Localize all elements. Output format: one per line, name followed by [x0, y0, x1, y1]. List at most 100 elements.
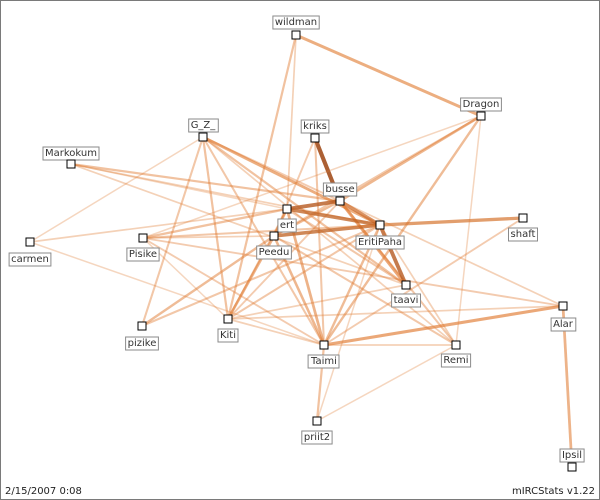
node-Alar: Alar [550, 301, 577, 332]
node-marker [476, 111, 486, 121]
node-marker [312, 416, 322, 426]
node-label-box [277, 218, 297, 233]
node-marker [291, 30, 301, 40]
node-label: taavi [394, 295, 419, 306]
edge-G_Z_-EritiPaha [202, 135, 381, 227]
node-marker [269, 231, 279, 241]
node-Markokum: Markokum [42, 146, 100, 169]
edge-G_Z_-pizike [141, 136, 204, 327]
node-Kiti: Kiti [217, 314, 239, 343]
edge-wildman-Dragon [295, 33, 482, 118]
edge-priit2-EritiPaha [316, 224, 381, 422]
edge-G_Z_-Kiti [201, 136, 230, 320]
node-marker [401, 280, 411, 290]
node-marker [319, 340, 329, 350]
node-label-box [559, 448, 585, 463]
node-label: kriks [303, 121, 327, 132]
edge-Dragon-Peedu [273, 115, 482, 237]
node-label: pizike [128, 338, 157, 349]
node-priit2: priit2 [301, 416, 333, 445]
edge-ert-Markokum [70, 163, 288, 210]
node-ert: ert [277, 204, 297, 233]
edge-EritiPaha-Peedu [273, 223, 381, 238]
edge-wildman-Kiti [226, 34, 298, 320]
edge-EritiPaha-shaft [379, 216, 524, 227]
edge-Alar-Taimi [323, 304, 564, 347]
node-marker [518, 213, 528, 223]
footer-date: 2/15/2007 0:08 [5, 486, 82, 497]
edge-Alar-busse [339, 200, 564, 307]
edge-Markokum-taavi [70, 163, 407, 286]
node-label-box [256, 245, 292, 260]
node-label: carmen [11, 254, 49, 265]
edge-carmen-Taimi [29, 241, 325, 346]
edge-Peedu-Remi [273, 235, 457, 346]
edge-Dragon-busse [339, 114, 482, 203]
node-label: Pisike [129, 249, 157, 260]
node-marker [137, 321, 147, 331]
edge-busse-EritiPaha [339, 199, 381, 227]
edge-ert-carmen [29, 208, 288, 243]
node-Remi: Remi [440, 340, 472, 368]
node-label-box [550, 317, 577, 332]
node-label-box [126, 247, 160, 262]
node-label: Peedu [259, 247, 290, 258]
edge-taavi-Kiti [227, 284, 407, 320]
node-marker [223, 314, 233, 324]
edge-EritiPaha-Pisike [142, 223, 381, 240]
edge-Taimi-Pisike [142, 237, 325, 346]
node-marker [138, 233, 148, 243]
edge-Peedu-Pisike [142, 235, 275, 239]
node-marker [310, 133, 320, 143]
edge-Peedu-pizike [141, 235, 275, 327]
node-label: EritiPaha [358, 237, 402, 248]
node-Pisike: Pisike [126, 233, 160, 262]
node-label-box [125, 336, 159, 351]
node-busse: busse [322, 182, 358, 206]
edge-G_Z_-Taimi [202, 136, 325, 346]
node-label: Ipsil [562, 450, 582, 461]
node-marker [375, 220, 385, 230]
node-label: Remi [443, 355, 468, 366]
edge-ert-Pisike [142, 207, 288, 240]
node-label: shaft [511, 229, 536, 240]
node-label: Taimi [310, 356, 337, 367]
node-layer: wildman Dragon kriks G_Z_ Markokum busse ert Er… [8, 15, 585, 472]
node-label-box [272, 15, 320, 30]
node-label-box [8, 252, 52, 267]
node-label: Markokum [45, 148, 97, 159]
node-label-box [508, 227, 538, 242]
node-Ipsil: Ipsil [559, 448, 585, 472]
edge-G_Z_-busse [202, 136, 341, 202]
edge-Alar-Kiti [227, 305, 564, 320]
node-marker [451, 340, 461, 350]
node-label: Dragon [463, 99, 500, 110]
node-marker [25, 237, 35, 247]
node-label-box [300, 119, 330, 134]
node-marker [558, 301, 568, 311]
edge-Dragon-Remi [455, 115, 482, 346]
node-marker [282, 204, 292, 214]
node-label-box [307, 354, 340, 369]
edge-Taimi-Kiti [227, 318, 325, 346]
edge-busse-ert [286, 199, 341, 211]
node-kriks: kriks [300, 119, 330, 143]
footer-credit: mIRCStats v1.22 [511, 486, 595, 497]
node-marker [567, 462, 577, 472]
edge-EritiPaha-pizike [141, 224, 381, 327]
node-marker [198, 132, 208, 142]
node-carmen: carmen [8, 237, 52, 267]
edge-ert-EritiPaha [286, 207, 381, 227]
node-marker [66, 159, 76, 169]
node-Peedu: Peedu [256, 231, 292, 260]
edge-G_Z_-carmen [29, 136, 204, 243]
node-pizike: pizike [125, 321, 159, 351]
node-label: wildman [275, 17, 317, 28]
node-Taimi: Taimi [307, 340, 340, 369]
edge-EritiPaha-Kiti [227, 224, 381, 320]
node-label: G_Z_ [191, 120, 217, 131]
node-label-box [322, 182, 358, 197]
node-G_Z_: G_Z_ [188, 118, 219, 142]
